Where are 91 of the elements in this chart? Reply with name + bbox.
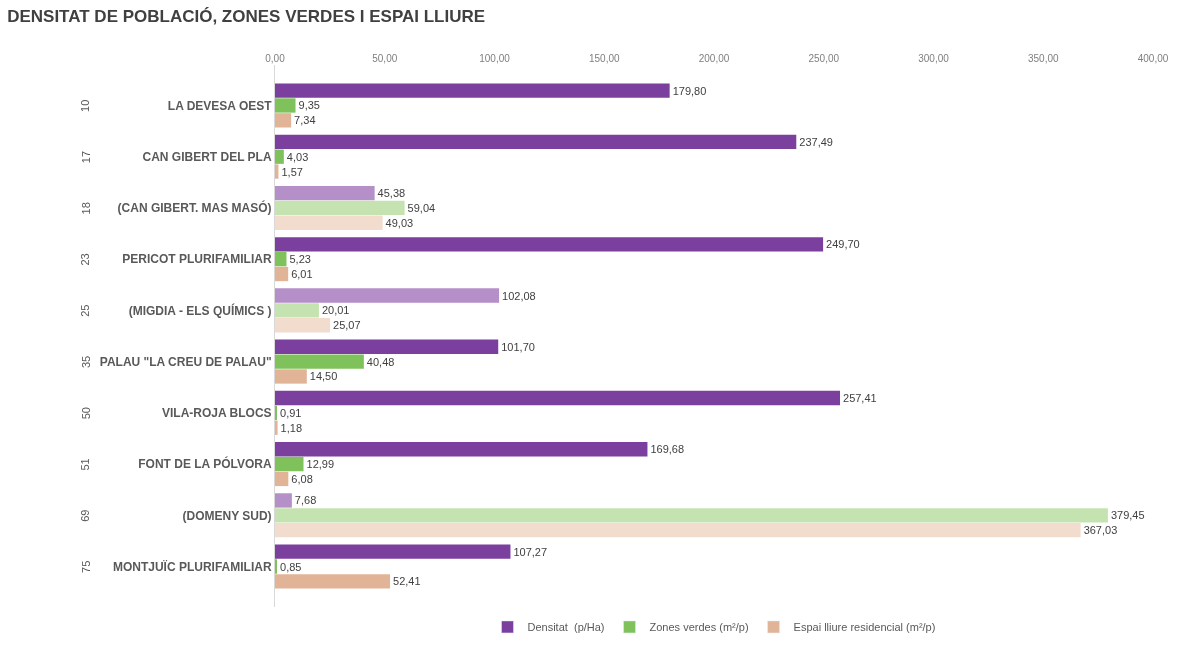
y-tick-label: FONT DE LA PÓLVORA bbox=[138, 456, 272, 472]
bar bbox=[275, 442, 648, 457]
bar bbox=[275, 354, 364, 369]
text: 69 bbox=[79, 509, 92, 522]
text: 10 bbox=[78, 99, 91, 112]
data-label: 102,08 bbox=[502, 289, 536, 302]
legend-label: Zones verdes (m²/p) bbox=[649, 621, 749, 634]
text: 75 bbox=[79, 560, 92, 573]
x-tick-label: 350,00 bbox=[1027, 53, 1059, 64]
bar bbox=[275, 288, 500, 303]
data-label: 6,08 bbox=[291, 472, 313, 485]
data-label: 107,27 bbox=[513, 545, 548, 558]
data-label: 52,41 bbox=[393, 575, 421, 588]
bar bbox=[275, 390, 841, 406]
bar bbox=[275, 98, 296, 113]
data-label: 45,38 bbox=[377, 187, 406, 200]
y-tick-label: MONTJUÏC PLURIFAMILIAR bbox=[112, 558, 272, 574]
data-label: 1,18 bbox=[280, 421, 303, 434]
bar bbox=[275, 456, 304, 472]
data-label: 101,70 bbox=[501, 340, 535, 353]
y-tick-label: (MIGDIA - ELS QUÍMICS ) bbox=[128, 302, 272, 318]
data-label: 0,91 bbox=[280, 406, 302, 419]
y-tick-label: CAN GIBERT DEL PLA bbox=[142, 149, 272, 164]
text: 51 bbox=[79, 458, 92, 471]
data-label: 257,41 bbox=[843, 391, 877, 404]
x-tick-label: 150,00 bbox=[588, 53, 620, 64]
text: 25 bbox=[79, 304, 92, 317]
bar bbox=[275, 164, 279, 179]
data-label: 6,01 bbox=[291, 268, 313, 281]
data-label: 0,85 bbox=[280, 560, 302, 573]
data-label: 1,57 bbox=[281, 165, 303, 178]
bar bbox=[275, 522, 1081, 538]
text: 17 bbox=[79, 150, 92, 164]
text: 50 bbox=[79, 407, 92, 420]
bar bbox=[275, 113, 292, 128]
bar bbox=[275, 369, 307, 384]
bar bbox=[275, 200, 405, 216]
bar bbox=[275, 508, 1108, 523]
bar bbox=[275, 339, 499, 354]
bar bbox=[275, 185, 375, 201]
legend-label: Espai lliure residencial (m²/p) bbox=[793, 621, 936, 634]
bar bbox=[275, 266, 289, 282]
bar bbox=[275, 318, 331, 333]
x-tick-label: 250,00 bbox=[808, 53, 840, 64]
data-label: 40,48 bbox=[366, 355, 395, 368]
y-tick-label: LA DEVESA OEST bbox=[167, 98, 273, 113]
data-label: 14,50 bbox=[309, 370, 338, 383]
bar bbox=[275, 471, 289, 487]
x-tick-label: 50,00 bbox=[372, 53, 398, 64]
bar bbox=[275, 420, 278, 435]
data-label: 59,04 bbox=[407, 201, 436, 214]
data-label: 7,34 bbox=[294, 114, 316, 127]
data-label: 237,49 bbox=[799, 135, 833, 148]
y-tick-label: (CAN GIBERT. MAS MASÓ) bbox=[117, 200, 272, 216]
x-tick-label: 400,00 bbox=[1137, 53, 1169, 64]
text: 35 bbox=[79, 355, 92, 369]
y-tick-label: PERICOT PLURIFAMILIAR bbox=[122, 252, 272, 267]
text: 23 bbox=[79, 253, 92, 266]
data-label: 12,99 bbox=[306, 458, 335, 471]
data-label: 9,35 bbox=[298, 99, 320, 112]
bar bbox=[275, 251, 287, 267]
legend-label: Densitat (p/Ha) bbox=[527, 621, 605, 634]
data-label: 20,01 bbox=[321, 304, 350, 317]
y-tick-label: VILA-ROJA BLOCS bbox=[162, 406, 272, 421]
x-tick-label: 100,00 bbox=[479, 53, 511, 64]
data-label: 179,80 bbox=[672, 84, 707, 97]
bar bbox=[275, 215, 383, 230]
data-label: 249,70 bbox=[826, 238, 860, 251]
bar bbox=[275, 134, 797, 150]
bar bbox=[275, 544, 511, 559]
data-label: 7,68 bbox=[294, 494, 317, 507]
bar bbox=[275, 303, 319, 318]
bar bbox=[275, 574, 391, 589]
data-label: 4,03 bbox=[286, 150, 309, 163]
data-label: 367,03 bbox=[1083, 524, 1118, 537]
data-label: 25,07 bbox=[333, 319, 361, 332]
data-label: 169,68 bbox=[650, 443, 685, 456]
bar bbox=[275, 149, 284, 164]
text: 18 bbox=[79, 202, 92, 215]
x-tick-label: 0,00 bbox=[265, 53, 286, 64]
bar bbox=[275, 83, 670, 98]
chart-title: DENSITAT DE POBLACIÓ, ZONES VERDES I ESPAI LLIURE bbox=[7, 6, 486, 26]
bar bbox=[275, 237, 824, 252]
data-label: 49,03 bbox=[385, 216, 414, 229]
y-tick-label: PALAU "LA CREU DE PALAU" bbox=[99, 354, 272, 369]
data-label: 5,23 bbox=[289, 253, 311, 266]
bar bbox=[275, 493, 292, 508]
data-label: 379,45 bbox=[1110, 509, 1145, 522]
y-tick-label: (DOMENY SUD) bbox=[182, 508, 272, 523]
x-tick-label: 200,00 bbox=[698, 53, 730, 64]
x-tick-label: 300,00 bbox=[918, 53, 950, 64]
